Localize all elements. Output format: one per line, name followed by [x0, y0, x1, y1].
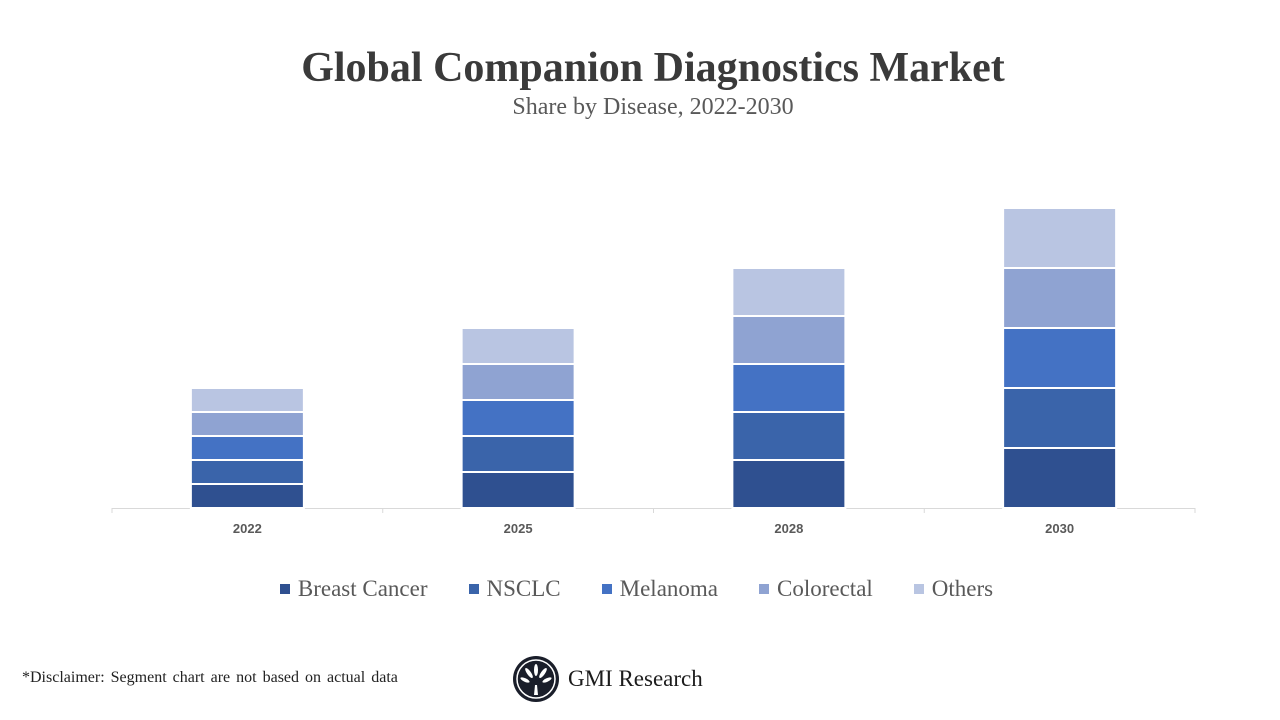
bar-segment-others-2030	[1002, 207, 1118, 269]
x-tick-label: 2022	[233, 521, 262, 536]
legend-label: Others	[931, 576, 994, 601]
legend-label: Melanoma	[619, 576, 718, 601]
bar-segment-others-2022	[189, 387, 305, 413]
x-tick-label: 2025	[504, 521, 533, 536]
brand-name: GMI Research	[568, 666, 703, 691]
bar-segment-melanoma-2022	[189, 435, 305, 461]
bar-segment-nsclc-2025	[460, 435, 576, 473]
legend-label: Breast Cancer	[297, 576, 428, 601]
legend-item: NSCLC	[468, 576, 561, 602]
legend-item: Colorectal	[759, 576, 873, 602]
legend-item: Others	[913, 576, 994, 602]
bar-segment-others-2028	[731, 267, 847, 317]
bar-segment-nsclc-2030	[1002, 387, 1118, 449]
chart-subtitle: Share by Disease, 2022-2030	[512, 94, 794, 120]
bar-segment-nsclc-2022	[189, 459, 305, 485]
x-tick-label: 2028	[774, 521, 803, 536]
legend-swatch	[759, 584, 769, 594]
legend-item: Breast Cancer	[279, 576, 428, 602]
bar-segment-breast-cancer-2025	[460, 471, 576, 509]
legend-swatch	[279, 584, 290, 594]
brand-logo: GMI Research	[512, 655, 703, 703]
bar-segment-breast-cancer-2028	[731, 459, 847, 509]
legend: Breast Cancer NSCLC Melanoma Colorectal Othe…	[0, 576, 1280, 602]
bar-segment-others-2025	[460, 327, 576, 365]
x-tick-label: 2030	[1045, 521, 1074, 536]
disclaimer: *Disclaimer: Segment chart are not based…	[22, 669, 398, 686]
bar-segment-colorectal-2025	[460, 363, 576, 401]
bar-segment-melanoma-2030	[1002, 327, 1118, 389]
bar-segment-breast-cancer-2022	[189, 483, 305, 509]
chart-title: Global Companion Diagnostics Market	[301, 45, 1005, 91]
bar-segment-nsclc-2028	[731, 411, 847, 461]
bar-segment-melanoma-2028	[731, 363, 847, 413]
legend-label: Colorectal	[777, 576, 873, 601]
bar-segment-breast-cancer-2030	[1002, 447, 1118, 509]
bar-segment-colorectal-2030	[1002, 267, 1118, 329]
legend-swatch	[601, 584, 612, 594]
bar-segment-colorectal-2022	[189, 411, 305, 437]
gmi-logo-icon	[513, 656, 559, 702]
legend-swatch	[913, 584, 924, 594]
stacked-bar-chart: 2022 2025 2028 2030	[111, 207, 1196, 536]
legend-item: Melanoma	[601, 576, 718, 602]
bar-segment-melanoma-2025	[460, 399, 576, 437]
bar-segment-colorectal-2028	[731, 315, 847, 365]
legend-label: NSCLC	[486, 576, 561, 601]
legend-swatch	[468, 584, 479, 594]
